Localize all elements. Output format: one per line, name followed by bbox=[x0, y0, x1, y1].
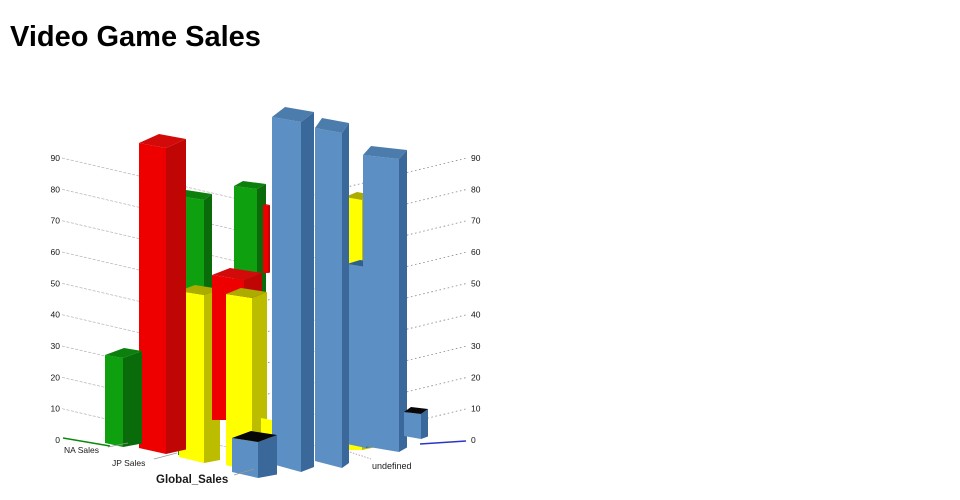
bar-top-face[interactable] bbox=[226, 288, 267, 298]
bar-top-face[interactable] bbox=[232, 431, 277, 442]
bar-undefined-5[interactable] bbox=[404, 407, 428, 439]
category-label-na-sales: NA Sales bbox=[64, 445, 99, 455]
bar-top-face[interactable] bbox=[263, 204, 270, 206]
chart-title: Video Game Sales bbox=[10, 21, 261, 53]
category-label-jp-sales: JP Sales bbox=[112, 458, 145, 468]
right-axis-tick-label: 30 bbox=[471, 341, 481, 351]
bar-front-face[interactable] bbox=[139, 143, 166, 454]
bar-side-face[interactable] bbox=[123, 351, 142, 447]
bar-jp-sales-0[interactable] bbox=[139, 134, 186, 454]
bar-top-face[interactable] bbox=[139, 134, 186, 148]
right-axis-tick-label: 40 bbox=[471, 310, 481, 320]
right-axis-tick-label: 60 bbox=[471, 247, 481, 257]
bar-top-face[interactable] bbox=[404, 407, 428, 414]
right-axis-tick-label: 10 bbox=[471, 404, 481, 414]
bar-top-face[interactable] bbox=[178, 190, 212, 200]
category-tick-line-0 bbox=[107, 442, 129, 448]
bar-side-face[interactable] bbox=[258, 435, 277, 478]
bar-top-face[interactable] bbox=[234, 181, 266, 189]
left-axis-tick-label: 0 bbox=[55, 435, 60, 445]
bar-front-face[interactable] bbox=[347, 264, 366, 448]
right-baseline-axis-line bbox=[419, 440, 467, 445]
category-tick-line-3 bbox=[349, 451, 372, 460]
bar-front-face[interactable] bbox=[404, 412, 421, 439]
bar-side-face[interactable] bbox=[166, 139, 186, 454]
bar-side-face[interactable] bbox=[301, 112, 314, 472]
right-axis-tick-label: 90 bbox=[471, 153, 481, 163]
left-axis-tick-label: 10 bbox=[51, 404, 61, 414]
bar-undefined-2[interactable] bbox=[315, 118, 349, 468]
right-axis-tick-label: 80 bbox=[471, 184, 481, 194]
bar-top-face[interactable] bbox=[105, 348, 142, 358]
bar-na-sales-0[interactable] bbox=[105, 348, 142, 447]
bar-top-face[interactable] bbox=[315, 118, 349, 133]
left-axis-tick-label: 60 bbox=[51, 247, 61, 257]
bar-top-face[interactable] bbox=[179, 285, 220, 295]
right-axis-tick-label: 0 bbox=[471, 435, 476, 445]
bar-front-face[interactable] bbox=[263, 205, 268, 273]
bar-front-face[interactable] bbox=[232, 438, 258, 478]
bar-side-face[interactable] bbox=[268, 205, 270, 273]
bar-side-face[interactable] bbox=[399, 150, 407, 452]
category-label-undefined: undefined bbox=[372, 461, 412, 471]
category-label-global-sales: Global_Sales bbox=[156, 474, 228, 486]
bar-side-face[interactable] bbox=[421, 409, 428, 439]
bar-side-face[interactable] bbox=[342, 123, 349, 468]
bar-front-face[interactable] bbox=[226, 294, 252, 472]
left-baseline-axis-line bbox=[62, 437, 111, 447]
right-axis-tick-label: 50 bbox=[471, 278, 481, 288]
bar-top-face[interactable] bbox=[212, 268, 262, 280]
category-tick-line-1 bbox=[153, 452, 178, 460]
left-axis-tick-label: 20 bbox=[51, 372, 61, 382]
right-axis-tick-label: 20 bbox=[471, 372, 481, 382]
category-tick-line-2 bbox=[233, 468, 255, 476]
left-axis-tick-label: 50 bbox=[51, 278, 61, 288]
left-axis-tick-label: 70 bbox=[51, 216, 61, 226]
bar-undefined-0[interactable] bbox=[232, 431, 277, 478]
right-axis-tick-label: 70 bbox=[471, 216, 481, 226]
bar-front-face[interactable] bbox=[105, 355, 123, 447]
bar-top-face[interactable] bbox=[363, 146, 407, 159]
bar-jp-sales-2[interactable] bbox=[263, 204, 270, 273]
bar-top-face[interactable] bbox=[272, 107, 314, 122]
bar-undefined-4[interactable] bbox=[363, 146, 407, 452]
bar-front-face[interactable] bbox=[363, 155, 399, 452]
left-axis-tick-label: 30 bbox=[51, 341, 61, 351]
bar-undefined-1[interactable] bbox=[272, 107, 314, 472]
left-axis-tick-label: 40 bbox=[51, 310, 61, 320]
left-axis-tick-label: 90 bbox=[51, 153, 61, 163]
bar-front-face[interactable] bbox=[315, 128, 342, 468]
left-axis-tick-label: 80 bbox=[51, 184, 61, 194]
bar-front-face[interactable] bbox=[272, 117, 301, 472]
